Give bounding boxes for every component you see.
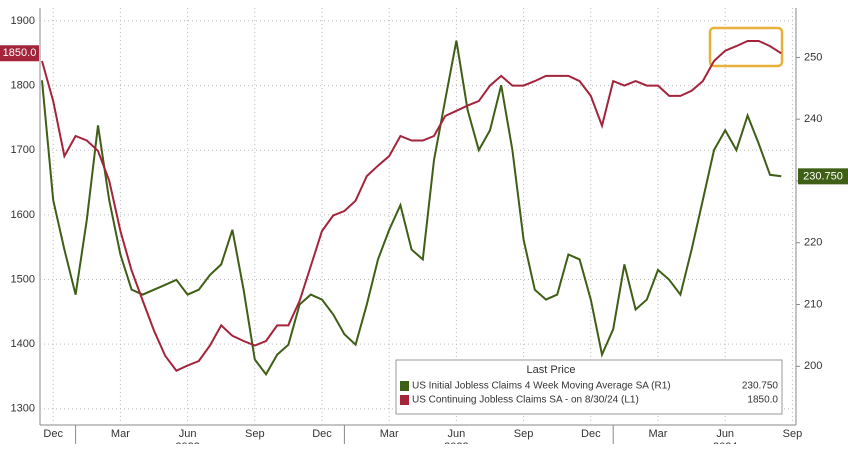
x-tick-label: Sep — [783, 428, 803, 440]
last-price-badge — [798, 168, 848, 185]
series-line — [41, 40, 782, 372]
y2-tick-label: 200 — [804, 360, 822, 372]
x-tick-label: Sep — [245, 428, 265, 440]
legend-label: US Continuing Jobless Claims SA - on 8/3… — [412, 395, 639, 406]
legend-swatch — [400, 381, 409, 391]
y2-tick-label: 250 — [804, 51, 822, 63]
x-tick-label: Mar — [649, 428, 668, 440]
y-tick-label: 1700 — [11, 144, 35, 156]
last-price-badge-label: 230.750 — [803, 170, 843, 182]
y2-tick-label: 210 — [804, 298, 822, 310]
y-tick-label: 1500 — [11, 273, 35, 285]
x-tick-label: Dec — [312, 428, 332, 440]
series-line — [41, 40, 782, 377]
y-tick-label: 1900 — [11, 15, 35, 27]
legend-value: 1850.0 — [747, 395, 778, 406]
x-tick-label: Mar — [380, 428, 399, 440]
x-tick-label: Dec — [43, 428, 63, 440]
x-tick-label: Sep — [514, 428, 534, 440]
x-tick-label: Jun — [179, 428, 197, 440]
x-tick-label: Jun — [716, 428, 734, 440]
y-tick-label: 1800 — [11, 79, 35, 91]
legend-value: 230.750 — [742, 381, 779, 392]
legend-title: Last Price — [527, 364, 576, 376]
highlight-box — [708, 26, 784, 68]
y2-tick-label: 240 — [804, 113, 822, 125]
legend-swatch — [400, 395, 409, 405]
last-price-badge — [0, 45, 39, 62]
legend-box — [395, 359, 783, 415]
x-tick-label: Mar — [111, 428, 130, 440]
legend-label: US Initial Jobless Claims 4 Week Moving … — [412, 381, 671, 392]
y2-tick-label: 220 — [804, 237, 822, 249]
y-tick-label: 1400 — [11, 338, 35, 350]
y-tick-label: 1300 — [11, 403, 35, 415]
y-tick-label: 1600 — [11, 209, 35, 221]
x-tick-label: Dec — [581, 428, 601, 440]
x-tick-label: Jun — [448, 428, 466, 440]
last-price-badge-label: 1850.0 — [3, 47, 37, 59]
